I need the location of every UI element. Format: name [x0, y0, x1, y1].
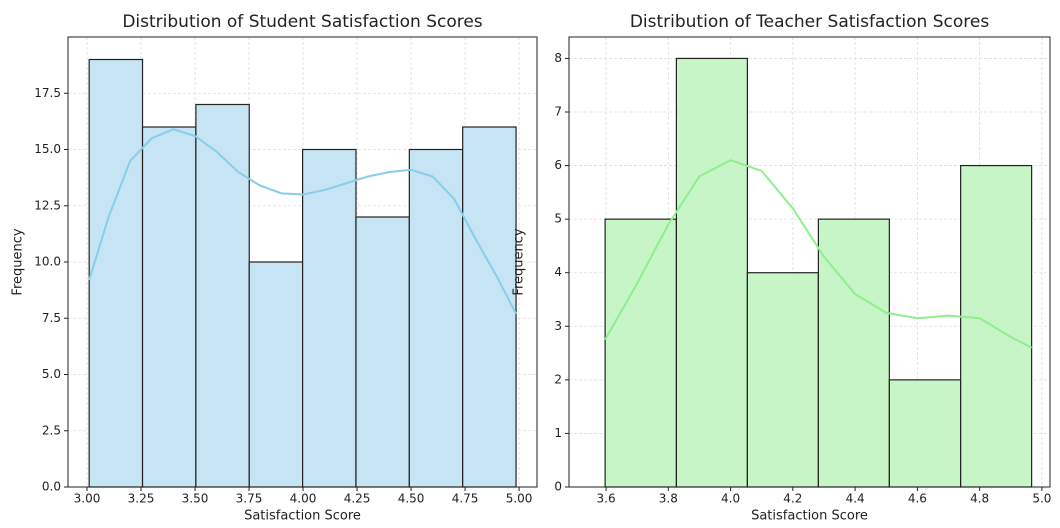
y-tick-label: 10.0	[34, 255, 61, 269]
bar	[817, 218, 890, 488]
x-axis-label: Satisfaction Score	[751, 509, 868, 524]
x-tick-label: 3.6	[597, 492, 616, 506]
y-tick-label: 2	[554, 372, 562, 386]
y-tick-label: 5.0	[42, 367, 61, 381]
bar	[195, 103, 250, 488]
x-tick-label: 4.4	[846, 492, 865, 506]
x-tick-label: 4.2	[783, 492, 802, 506]
x-tick-label: 3.75	[236, 492, 263, 506]
x-tick-label: 3.8	[659, 492, 678, 506]
x-tick-label: 3.00	[74, 492, 101, 506]
x-tick-label: 3.25	[128, 492, 155, 506]
y-tick-label: 17.5	[34, 86, 61, 100]
y-tick-label: 0	[554, 480, 562, 494]
plot-frame	[568, 36, 1051, 488]
bar	[248, 261, 304, 488]
bar	[355, 216, 410, 488]
y-tick-label: 12.5	[34, 198, 61, 212]
x-tick-label: 4.0	[721, 492, 740, 506]
bar	[141, 126, 197, 488]
bar	[462, 126, 517, 488]
y-tick-label: 7	[554, 105, 562, 119]
x-axis-label: Satisfaction Score	[244, 509, 361, 524]
x-tick-label: 4.75	[452, 492, 479, 506]
bar	[88, 58, 144, 488]
y-axis-label: Frequency	[11, 228, 26, 295]
plot-frame	[67, 36, 538, 488]
x-tick-label: 4.50	[398, 492, 425, 506]
x-tick-label: 4.25	[344, 492, 371, 506]
y-tick-label: 7.5	[42, 311, 61, 325]
bar	[675, 57, 748, 488]
y-tick-label: 1	[554, 426, 562, 440]
y-tick-label: 3	[554, 319, 562, 333]
chart-title: Distribution of Student Satisfaction Sco…	[122, 12, 482, 32]
y-tick-label: 8	[554, 51, 562, 65]
y-tick-label: 0.0	[42, 480, 61, 494]
y-tick-label: 5	[554, 212, 562, 226]
x-tick-label: 4.8	[970, 492, 989, 506]
x-tick-label: 4.6	[908, 492, 927, 506]
y-tick-label: 2.5	[42, 423, 61, 437]
y-tick-label: 4	[554, 265, 562, 279]
bar	[408, 148, 464, 488]
bar	[888, 379, 962, 488]
kde-line	[604, 159, 1033, 349]
bar	[302, 148, 357, 488]
x-tick-label: 5.00	[506, 492, 533, 506]
y-tick-label: 15.0	[34, 142, 61, 156]
kde-line	[88, 128, 517, 315]
x-tick-label: 4.00	[290, 492, 317, 506]
bar	[604, 218, 678, 488]
chart-title: Distribution of Teacher Satisfaction Sco…	[630, 12, 990, 32]
y-tick-label: 6	[554, 158, 562, 172]
y-axis-label: Frequency	[512, 228, 527, 295]
bar	[960, 164, 1033, 488]
x-tick-label: 3.50	[182, 492, 209, 506]
bar	[746, 272, 819, 488]
x-tick-label: 5.0	[1032, 492, 1051, 506]
